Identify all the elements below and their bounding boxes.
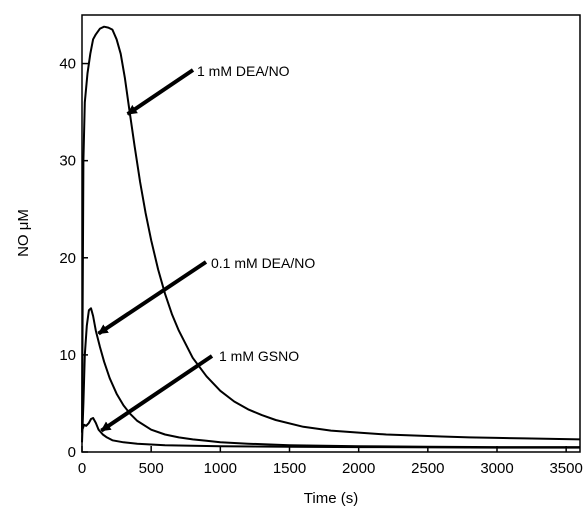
annotation-label: 1 mM GSNO xyxy=(219,348,299,364)
annotation-arrow xyxy=(97,260,208,336)
annotation-arrow xyxy=(100,354,214,433)
x-tick-label: 2000 xyxy=(342,460,375,477)
y-tick-label: 30 xyxy=(59,153,76,170)
x-tick-label: 1000 xyxy=(204,460,237,477)
series-line-0 xyxy=(81,25,581,441)
series-line-2 xyxy=(81,417,580,449)
annotation-label: 0.1 mM DEA/NO xyxy=(211,255,315,271)
series-layer xyxy=(81,25,581,449)
x-tick-label: 0 xyxy=(78,460,86,477)
y-axis-title: NO μM xyxy=(15,209,32,257)
x-tick-label: 3000 xyxy=(480,460,513,477)
y-tick-label: 10 xyxy=(59,347,76,364)
y-axis-ticks: 0 10 20 30 40 xyxy=(59,56,88,461)
x-axis-title: Time (s) xyxy=(304,490,358,507)
x-axis-ticks: 0 500 1000 1500 2000 2500 3000 3500 xyxy=(78,446,583,477)
annotation-01mm-deano: 0.1 mM DEA/NO xyxy=(97,255,315,336)
annotation-label: 1 mM DEA/NO xyxy=(197,63,290,79)
annotation-1mm-deano: 1 mM DEA/NO xyxy=(126,63,290,116)
y-tick-label: 20 xyxy=(59,250,76,267)
annotation-1mm-gsno: 1 mM GSNO xyxy=(100,348,299,433)
x-tick-label: 500 xyxy=(139,460,164,477)
y-tick-label: 0 xyxy=(68,444,76,461)
x-tick-label: 2500 xyxy=(411,460,444,477)
annotation-arrow xyxy=(126,68,195,116)
x-tick-label: 1500 xyxy=(273,460,306,477)
plot-frame xyxy=(81,14,581,453)
y-tick-label: 40 xyxy=(59,56,76,73)
series-line-1 xyxy=(81,307,580,449)
x-tick-label: 3500 xyxy=(549,460,582,477)
